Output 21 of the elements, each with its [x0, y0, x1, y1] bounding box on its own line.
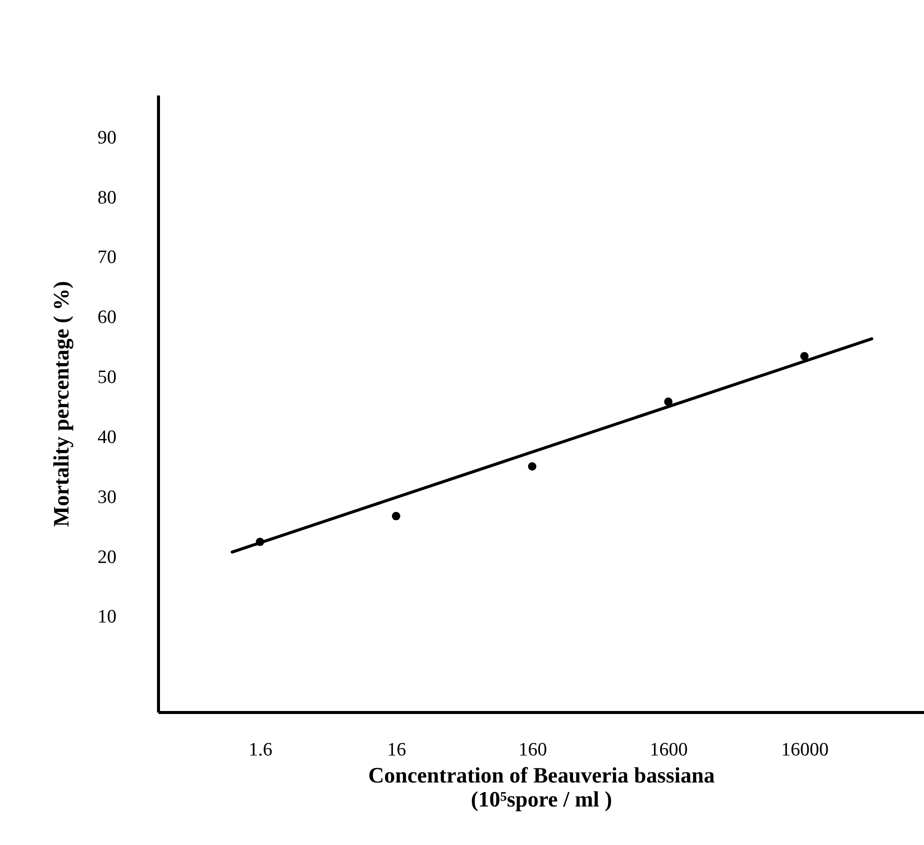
y-tick-label: 20 — [98, 546, 116, 568]
y-tick-label: 70 — [98, 247, 116, 268]
x-axis-title: Concentration of Beauveria bassiana (10⁵spore / ml ) — [368, 762, 715, 812]
point — [528, 462, 536, 471]
x-tick-label: 160 — [518, 740, 547, 760]
y-tick-label: 90 — [98, 127, 116, 148]
y-tick-label: 30 — [98, 486, 116, 508]
y-tick-label: 60 — [98, 307, 116, 328]
x-tick-label: 16 — [387, 740, 406, 760]
y-tick-label: 10 — [98, 606, 116, 628]
point — [664, 398, 672, 406]
x-tick-label: 1600 — [650, 740, 688, 760]
point — [256, 538, 264, 546]
point — [800, 352, 809, 360]
x-tick-label: 1.6 — [248, 740, 272, 760]
y-tick-label: 40 — [98, 426, 116, 448]
y-tick-label: 80 — [98, 187, 116, 208]
x-tick-label: 16000 — [781, 740, 829, 760]
point — [392, 512, 400, 520]
y-axis-title: Mortality percentage ( %) — [48, 281, 74, 527]
y-tick-label: 50 — [98, 367, 116, 388]
